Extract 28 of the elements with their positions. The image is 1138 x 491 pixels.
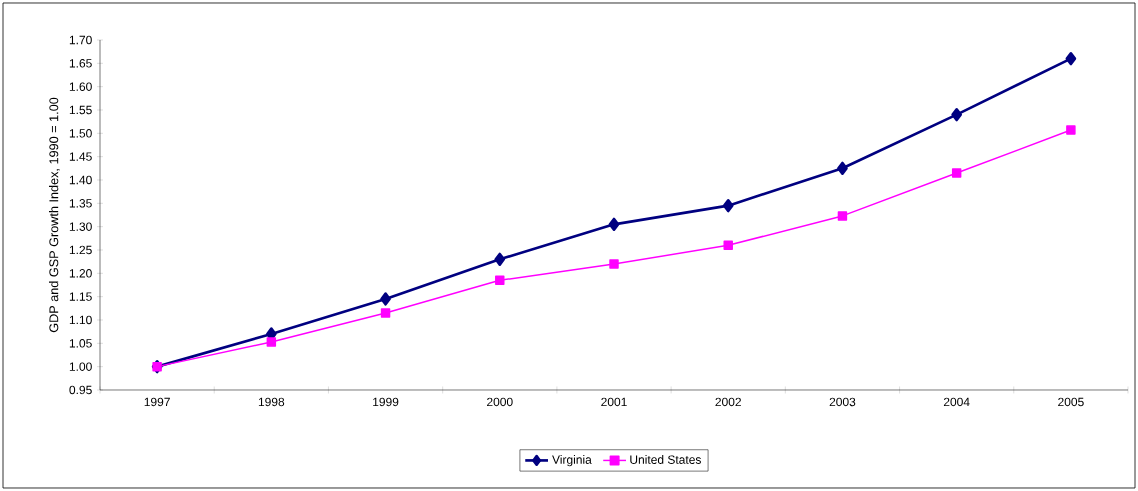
y-tick-label: 1.20: [69, 269, 92, 278]
x-tick-label: 1997: [144, 397, 170, 407]
x-tick-label: 2003: [829, 397, 856, 407]
x-tick-label: 2001: [601, 397, 627, 407]
x-tick-label: 1998: [258, 397, 285, 407]
x-tick-label: 2004: [943, 397, 970, 407]
legend-label: United States: [630, 455, 701, 464]
y-tick-label: 0.95: [69, 385, 92, 395]
x-tick-label: 1999: [373, 397, 399, 407]
y-tick-label: 1.30: [69, 222, 92, 231]
y-tick-label: 1.50: [69, 129, 92, 138]
y-tick-label: 1.60: [69, 82, 92, 91]
y-tick-label: 1.15: [69, 292, 92, 301]
y-tick-label: 1.00: [69, 362, 92, 371]
legend-label: Virginia: [552, 455, 592, 467]
x-tick-label: 2005: [1058, 397, 1084, 407]
y-tick-label: 1.70: [69, 35, 92, 45]
x-tick-label: 2002: [715, 397, 741, 407]
x-tick-label: 2000: [487, 397, 513, 407]
y-tick-label: 1.05: [69, 339, 92, 348]
y-tick-label: 1.40: [69, 175, 92, 185]
y-tick-label: 1.35: [69, 199, 92, 208]
y-axis-title: GDP and GSP Growth Index, 1990 = 1.00: [48, 97, 60, 333]
y-tick-label: 1.10: [69, 315, 92, 325]
y-tick-label: 1.55: [69, 105, 92, 115]
y-tick-label: 1.25: [69, 245, 92, 255]
y-tick-label: 1.65: [69, 59, 92, 68]
y-tick-label: 1.45: [69, 152, 92, 161]
